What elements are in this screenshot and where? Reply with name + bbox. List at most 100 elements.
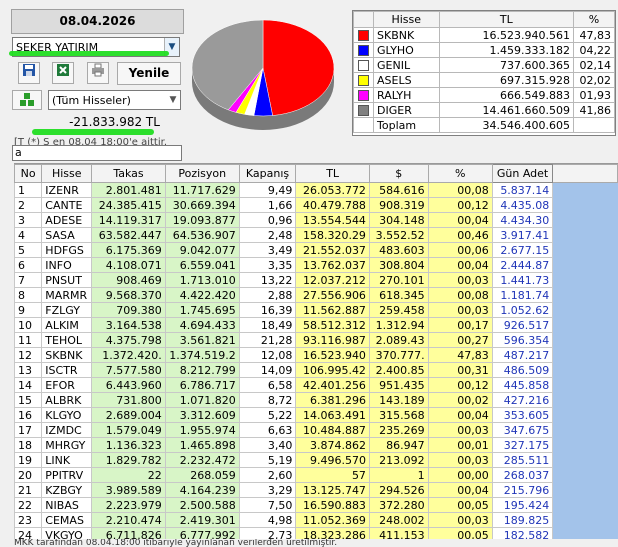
grid-header[interactable]: %	[427, 164, 493, 183]
table-row[interactable]: 19 LINK 1.829.782 2.232.472 5,19 9.496.570 213…	[14, 452, 618, 468]
grid-header[interactable]: Takas	[91, 164, 166, 183]
grid-header[interactable]: Pozisyon	[164, 164, 240, 183]
row-gun-adet: 327.175	[491, 437, 554, 453]
legend-swatch	[353, 27, 374, 43]
pie-slice-diger	[191, 19, 264, 111]
refresh-button[interactable]: Yenile	[117, 62, 181, 85]
row-symbol: ISCTR	[41, 362, 93, 378]
row-pct: 00,03	[427, 512, 493, 528]
row-pct: 00,02	[427, 392, 493, 408]
row-gun-adet: 285.511	[491, 452, 554, 468]
table-row[interactable]: 24 VKGYO 6.711.826 6.777.992 2,73 18.323.286 4…	[14, 527, 618, 539]
row-takas: 2.801.481	[91, 182, 166, 198]
row-filler	[552, 257, 618, 273]
legend-row: GLYHO 1.459.333.182 04,22	[353, 42, 615, 58]
row-gun-adet: 195.424	[491, 497, 554, 513]
row-symbol: PNSUT	[41, 272, 93, 288]
row-usd: 213.092	[368, 452, 429, 468]
grid-header[interactable]: No	[14, 164, 43, 183]
row-kapanis: 3,49	[238, 242, 297, 258]
table-row[interactable]: 5 HDFGS 6.175.369 9.042.077 3,49 21.552.037 48…	[14, 242, 618, 258]
row-pozisyon: 1.465.898	[164, 437, 240, 453]
table-row[interactable]: 21 KZBGY 3.989.589 4.164.239 3,29 13.125.747 2…	[14, 482, 618, 498]
row-takas: 6.175.369	[91, 242, 166, 258]
row-kapanis: 9,49	[238, 182, 297, 198]
chevron-down-icon[interactable]: ▼	[166, 91, 180, 109]
row-usd: 411.153	[368, 527, 429, 539]
row-gun-adet: 2.444.87	[491, 257, 554, 273]
total-tl: -21.833.982 TL	[69, 115, 160, 129]
row-tl: 42.401.256	[295, 377, 370, 393]
row-pozisyon: 1.071.820	[164, 392, 240, 408]
row-no: 18	[14, 437, 43, 453]
table-row[interactable]: 14 EFOR 6.443.960 6.786.717 6,58 42.401.256 95…	[14, 377, 618, 393]
row-takas: 63.582.447	[91, 227, 166, 243]
save-button[interactable]	[18, 62, 40, 84]
legend-swatch	[353, 87, 374, 103]
row-symbol: SASA	[41, 227, 93, 243]
row-gun-adet: 4.435.08	[491, 197, 554, 213]
row-filler	[552, 302, 618, 318]
row-symbol: EFOR	[41, 377, 93, 393]
table-row[interactable]: 13 ISCTR 7.577.580 8.212.799 14,09 106.995.42…	[14, 362, 618, 378]
row-filler	[552, 197, 618, 213]
table-row[interactable]: 10 ALKIM 3.164.538 4.694.433 18,49 58.512.312…	[14, 317, 618, 333]
table-row[interactable]: 23 CEMAS 2.210.474 2.419.301 4,98 11.052.369 2…	[14, 512, 618, 528]
table-row[interactable]: 6 INFO 4.108.071 6.559.041 3,35 13.762.037 308…	[14, 257, 618, 273]
table-row[interactable]: 9 FZLGY 709.380 1.745.695 16,39 11.562.887 259…	[14, 302, 618, 318]
stock-filter-select[interactable]: (Tüm Hisseler) ▼	[48, 90, 181, 110]
table-row[interactable]: 3 ADESE 14.119.317 19.093.877 0,96 13.554.544…	[14, 212, 618, 228]
row-tl: 13.554.544	[295, 212, 370, 228]
table-row[interactable]: 18 MHRGY 1.136.323 1.465.898 3,40 3.874.862 86…	[14, 437, 618, 453]
legend-tl: 666.549.883	[438, 87, 575, 103]
excel-icon	[56, 64, 70, 81]
table-row[interactable]: 15 ALBRK 731.800 1.071.820 8,72 6.381.296 143.…	[14, 392, 618, 408]
row-filler	[552, 242, 618, 258]
table-row[interactable]: 16 KLGYO 2.689.004 3.312.609 5,22 14.063.491 3…	[14, 407, 618, 423]
row-filler	[552, 212, 618, 228]
row-gun-adet: 1.052.62	[491, 302, 554, 318]
row-no: 23	[14, 512, 43, 528]
table-row[interactable]: 22 NIBAS 2.223.979 2.500.588 7,50 16.590.883 3…	[14, 497, 618, 513]
grid-header[interactable]: TL	[295, 164, 370, 183]
stocks-cubes-icon	[19, 93, 35, 111]
row-pozisyon: 4.164.239	[164, 482, 240, 498]
table-row[interactable]: 20 PPITRV 22 268.059 2,60 57 1 00,00 268.037	[14, 467, 618, 483]
grid-header[interactable]: Kapanış	[238, 164, 297, 183]
row-pct: 00,12	[427, 197, 493, 213]
table-row[interactable]: 1 IZENR 2.801.481 11.717.629 9,49 26.053.772 5…	[14, 182, 618, 198]
row-filler	[552, 332, 618, 348]
table-row[interactable]: 8 MARMR 9.568.370 4.422.420 2,88 27.556.906 61…	[14, 287, 618, 303]
row-kapanis: 1,66	[238, 197, 297, 213]
table-row[interactable]: 2 CANTE 24.385.415 30.669.394 1,66 40.479.788…	[14, 197, 618, 213]
row-symbol: CEMAS	[41, 512, 93, 528]
grid-header[interactable]: Gün Adet	[491, 164, 554, 183]
row-symbol: KZBGY	[41, 482, 93, 498]
table-row[interactable]: 12 SKBNK 1.372.420. 1.374.519.2 12,08 16.523.…	[14, 347, 618, 363]
row-kapanis: 6,58	[238, 377, 297, 393]
row-pct: 00,46	[427, 227, 493, 243]
grid-header[interactable]: Hisse	[41, 164, 93, 183]
row-takas: 731.800	[91, 392, 166, 408]
table-row[interactable]: 11 TEHOL 4.375.798 3.561.821 21,28 93.116.987…	[14, 332, 618, 348]
row-pozisyon: 30.669.394	[164, 197, 240, 213]
row-takas: 1.372.420.	[91, 347, 166, 363]
row-no: 16	[14, 407, 43, 423]
search-input[interactable]: a	[12, 145, 182, 161]
row-no: 21	[14, 482, 43, 498]
row-gun-adet: 1.441.73	[491, 272, 554, 288]
grid-header[interactable]: $	[368, 164, 429, 183]
table-row[interactable]: 4 SASA 63.582.447 64.536.907 2,48 158.320.29 3…	[14, 227, 618, 243]
row-tl: 158.320.29	[295, 227, 370, 243]
print-button[interactable]	[87, 62, 109, 84]
excel-export-button[interactable]	[52, 62, 74, 84]
row-pct: 00,08	[427, 182, 493, 198]
row-pozisyon: 1.713.010	[164, 272, 240, 288]
stocks-button[interactable]	[12, 90, 42, 110]
legend-name: DIGER	[373, 102, 440, 118]
row-kapanis: 0,96	[238, 212, 297, 228]
table-row[interactable]: 7 PNSUT 908.469 1.713.010 13,22 12.037.212 270…	[14, 272, 618, 288]
table-row[interactable]: 17 IZMDC 1.579.049 1.955.974 6,63 10.484.887 2…	[14, 422, 618, 438]
row-gun-adet: 3.917.41	[491, 227, 554, 243]
legend-total-row: Toplam 34.546.400.605	[353, 117, 615, 133]
